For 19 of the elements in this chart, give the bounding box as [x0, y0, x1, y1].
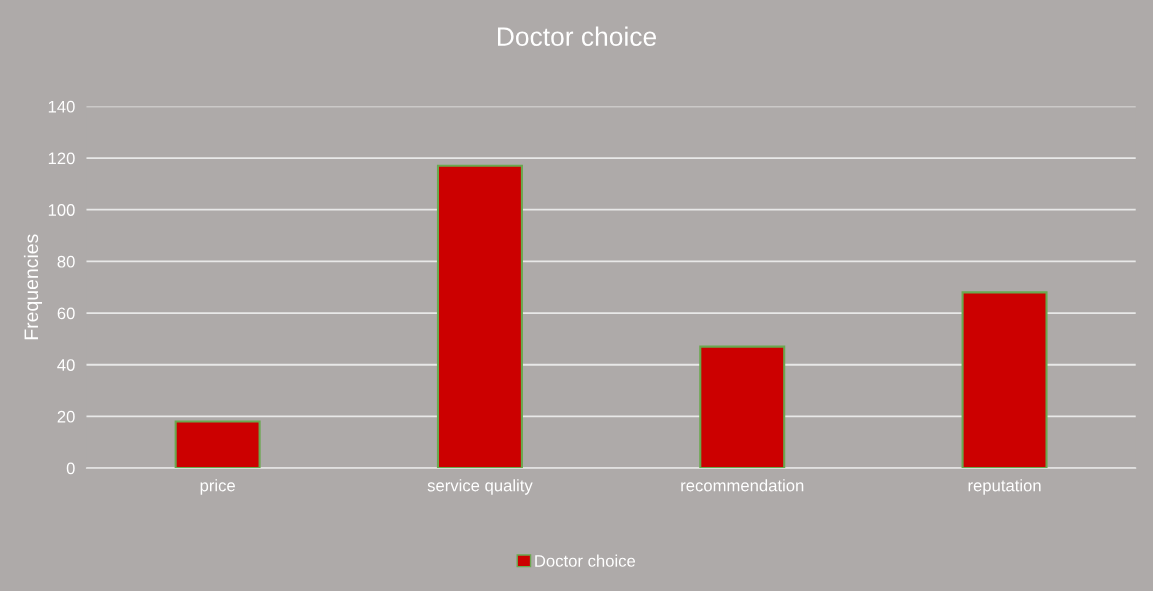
chart-title: Doctor choice — [498, 26, 656, 46]
y-axis-title: Frequencies — [23, 234, 42, 340]
bar — [961, 291, 1048, 469]
y-tick-label: 100 — [48, 204, 75, 216]
y-tick-label: 120 — [48, 152, 75, 165]
y-tick-label: 60 — [57, 307, 75, 320]
x-tick-label: recommendation — [681, 479, 804, 492]
bar — [436, 164, 523, 469]
x-tick-label: reputation — [968, 479, 1041, 495]
y-tick-label: 80 — [57, 255, 75, 268]
legend-label: Doctor choice — [535, 554, 636, 567]
y-tick-label: 140 — [48, 100, 75, 113]
bar — [699, 345, 786, 469]
y-tick-label: 20 — [57, 410, 75, 423]
y-tick-label: 40 — [57, 359, 75, 371]
bar — [174, 420, 261, 469]
x-tick-label: price — [200, 479, 235, 495]
y-tick-label: 0 — [66, 462, 75, 475]
x-tick-label: service quality — [427, 479, 533, 495]
